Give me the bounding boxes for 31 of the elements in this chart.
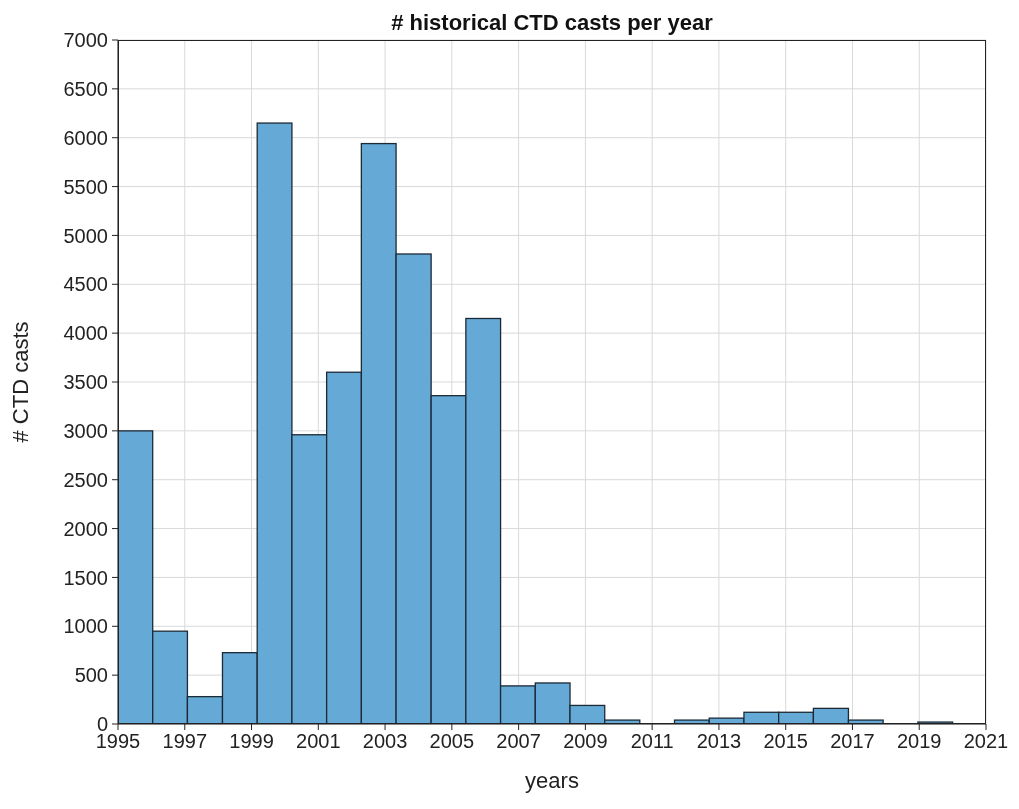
x-tick-label: 2021 [963, 730, 1009, 753]
y-tick-label: 1500 [63, 566, 108, 589]
y-tick-label: 500 [74, 664, 108, 687]
y-tick-label: 7000 [63, 29, 108, 52]
x-tick-label: 2015 [763, 730, 808, 753]
y-tick-label: 2500 [63, 468, 108, 491]
y-tick-label: 6500 [63, 77, 108, 100]
x-axis-title: years [525, 768, 579, 793]
x-tick-label: 2009 [563, 730, 608, 753]
y-axis-title: # CTD casts [7, 321, 33, 443]
chart-title: # historical CTD casts per year [390, 10, 714, 36]
y-tick-label: 5500 [63, 175, 108, 198]
x-tick-label: 1995 [95, 730, 141, 753]
x-tick-label: 2003 [362, 730, 408, 753]
x-tick-label: 2013 [696, 730, 742, 753]
y-tick-label: 5000 [63, 224, 108, 247]
y-tick-label: 2000 [63, 517, 108, 540]
y-tick-label: 3500 [63, 371, 108, 394]
x-tick-label: 2017 [830, 730, 875, 753]
y-tick-label: 3000 [63, 419, 108, 442]
x-tick-label: 2005 [429, 730, 475, 753]
y-tick-label: 4000 [63, 322, 108, 345]
y-tick-label: 6000 [63, 126, 108, 149]
x-tick-label: 2019 [896, 730, 942, 753]
y-tick-label: 1000 [63, 615, 108, 638]
y-tick-label: 4500 [63, 273, 108, 296]
x-tick-label: 1997 [162, 730, 208, 753]
x-tick-label: 2001 [296, 730, 341, 753]
x-tick-label: 2011 [630, 730, 674, 753]
x-tick-label: 1999 [229, 730, 274, 753]
x-tick-label: 2007 [496, 730, 541, 753]
